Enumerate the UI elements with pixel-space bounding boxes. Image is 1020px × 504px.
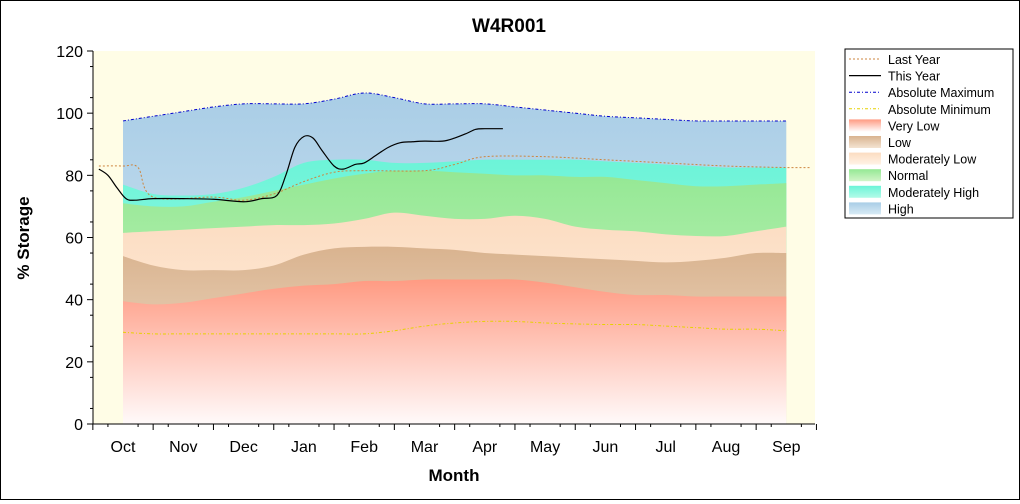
legend-entry: Very Low xyxy=(888,119,940,133)
legend-swatch xyxy=(849,202,881,215)
legend-swatch xyxy=(849,169,881,182)
legend-entry: Normal xyxy=(888,169,928,183)
x-tick-label: Jun xyxy=(593,439,619,456)
x-tick-label: Apr xyxy=(472,439,498,456)
line-absolute-minimum xyxy=(122,320,787,335)
chart-title: W4R001 xyxy=(472,16,546,37)
legend-entry: Moderately Low xyxy=(888,153,977,167)
y-axis-label: % Storage xyxy=(14,196,33,279)
legend-swatch xyxy=(849,185,881,198)
y-tick-label: 40 xyxy=(65,293,83,310)
x-tick-label: Jan xyxy=(291,439,317,456)
line-absolute-maximum xyxy=(122,92,787,122)
legend-entry: Absolute Maximum xyxy=(888,86,994,100)
x-axis-label: Month xyxy=(429,466,480,485)
legend-entry: Absolute Minimum xyxy=(888,103,991,117)
x-tick-label: Sep xyxy=(772,439,801,456)
legend-swatch xyxy=(849,119,881,132)
y-tick-label: 100 xyxy=(56,106,83,123)
y-tick-label: 80 xyxy=(65,168,83,185)
x-tick-label: Oct xyxy=(111,439,136,456)
legend: Last Year This Year Absolute Maximum Absolu… xyxy=(844,48,1014,219)
y-tick-label: 0 xyxy=(74,417,83,434)
x-tick-label: Nov xyxy=(169,439,197,456)
legend-swatch xyxy=(849,152,881,165)
legend-entry: Moderately High xyxy=(888,186,979,200)
band-very-low xyxy=(123,279,787,424)
legend-swatch xyxy=(849,136,881,148)
x-tick-label: Jul xyxy=(655,439,675,456)
x-tick-label: Feb xyxy=(350,439,378,456)
y-tick-label: 120 xyxy=(56,44,83,61)
y-tick-label: 60 xyxy=(65,231,83,248)
x-tick-label: Aug xyxy=(712,439,740,456)
legend-entry: Low xyxy=(888,136,912,150)
x-tick-label: May xyxy=(530,439,560,456)
legend-entry: Last Year xyxy=(888,53,940,67)
legend-entry: High xyxy=(888,202,914,216)
line-this-year xyxy=(98,128,503,203)
x-tick-label: Dec xyxy=(229,439,257,456)
y-tick-label: 20 xyxy=(65,355,83,372)
x-tick-label: Mar xyxy=(411,439,439,456)
legend-entry: This Year xyxy=(888,70,940,84)
